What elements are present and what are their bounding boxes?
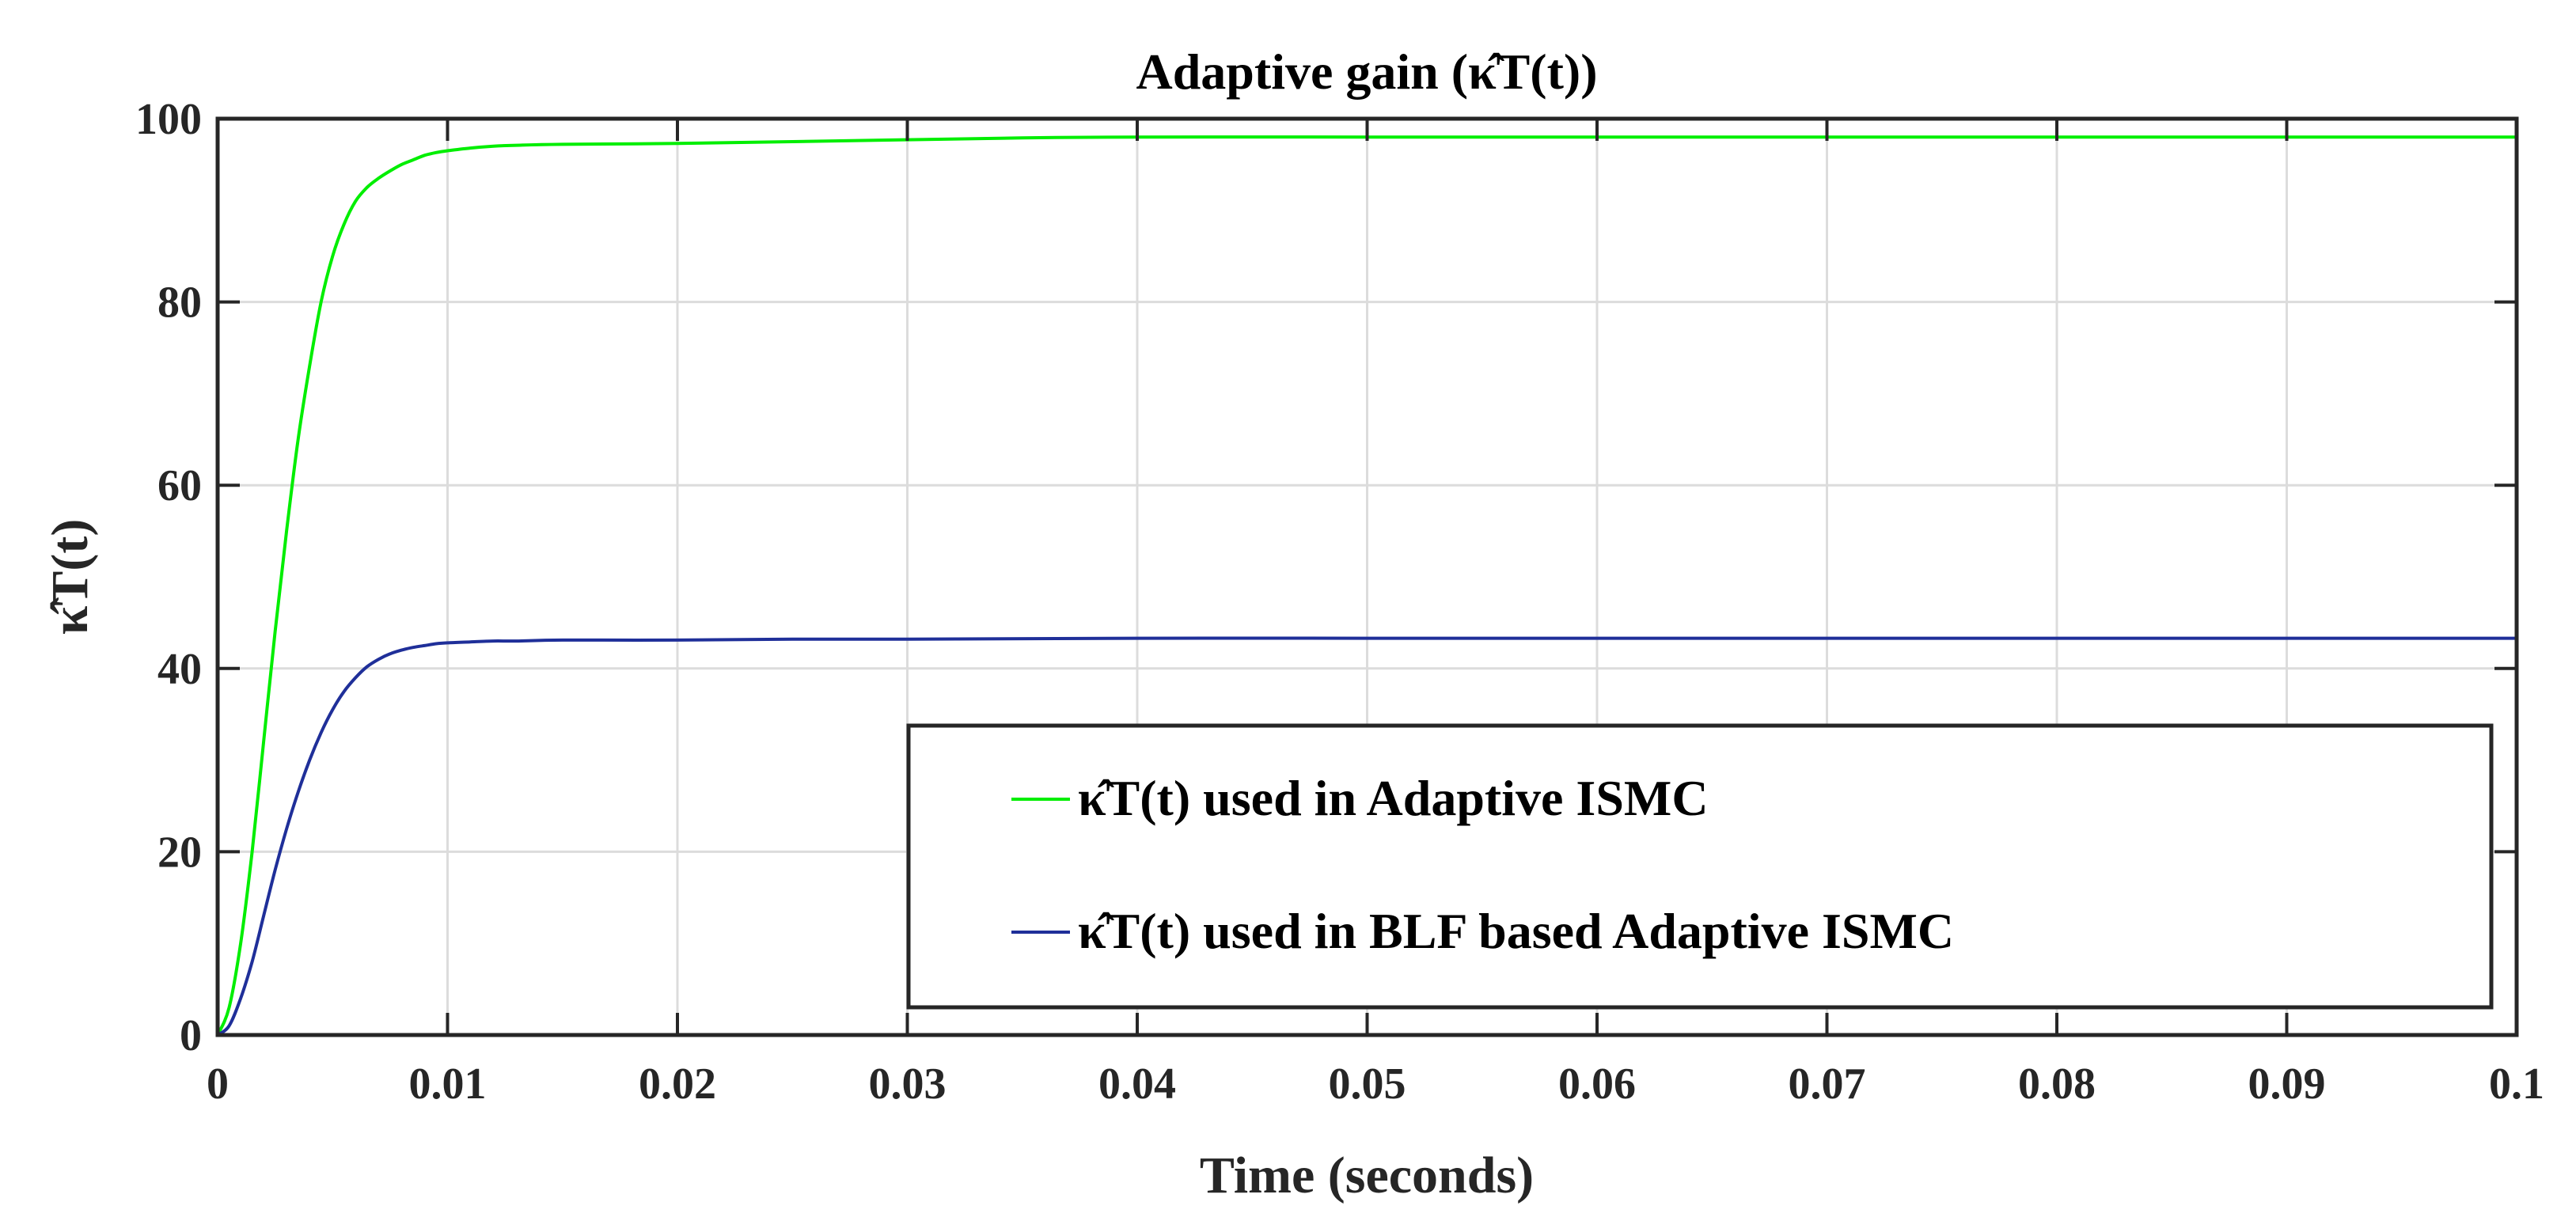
y-tick-label: 80 <box>157 279 202 328</box>
x-tick-label: 0.04 <box>1098 1060 1176 1109</box>
series-line-blf-adaptive-ismc <box>216 636 2517 1037</box>
y-tick-label: 60 <box>157 461 202 510</box>
series-group <box>216 135 2517 1037</box>
x-tick-label: 0.03 <box>869 1060 947 1109</box>
ticks: 0 0.01 0.02 0.03 0.04 0.05 0.06 0.07 0.08 0.09 0.1… <box>135 95 2544 1109</box>
y-tick-label: 40 <box>157 645 202 694</box>
x-tick-label: 0.06 <box>1558 1060 1636 1109</box>
legend-label-adaptive-ismc: κ̂T(t) used in Adaptive ISMC <box>1078 770 1709 826</box>
x-tick-label: 0.1 <box>2489 1060 2544 1109</box>
legend: κ̂T(t) used in Adaptive ISMC κ̂T(t) used… <box>906 723 2494 1010</box>
x-tick-label: 0.05 <box>1329 1060 1406 1109</box>
x-tick-label: 0 <box>207 1060 229 1109</box>
x-tick-label: 0.09 <box>2248 1060 2326 1109</box>
y-tick-label: 100 <box>135 95 202 144</box>
x-tick-label: 0.01 <box>409 1060 487 1109</box>
x-axis-label: Time (seconds) <box>1200 1147 1534 1204</box>
legend-box <box>906 723 2494 1010</box>
legend-label-blf-adaptive-ismc: κ̂T(t) used in BLF based Adaptive ISMC <box>1078 903 1954 959</box>
y-tick-label: 0 <box>180 1011 202 1060</box>
x-tick-label: 0.07 <box>1789 1060 1866 1109</box>
y-tick-label: 20 <box>157 828 202 877</box>
series-line-adaptive-ismc <box>216 135 2517 1036</box>
x-tick-label: 0.08 <box>2018 1060 2096 1109</box>
chart-title: Adaptive gain (κ̂T(t)) <box>1136 44 1597 100</box>
y-axis-label: κ̂T(t) <box>41 519 99 635</box>
x-tick-label: 0.02 <box>639 1060 716 1109</box>
